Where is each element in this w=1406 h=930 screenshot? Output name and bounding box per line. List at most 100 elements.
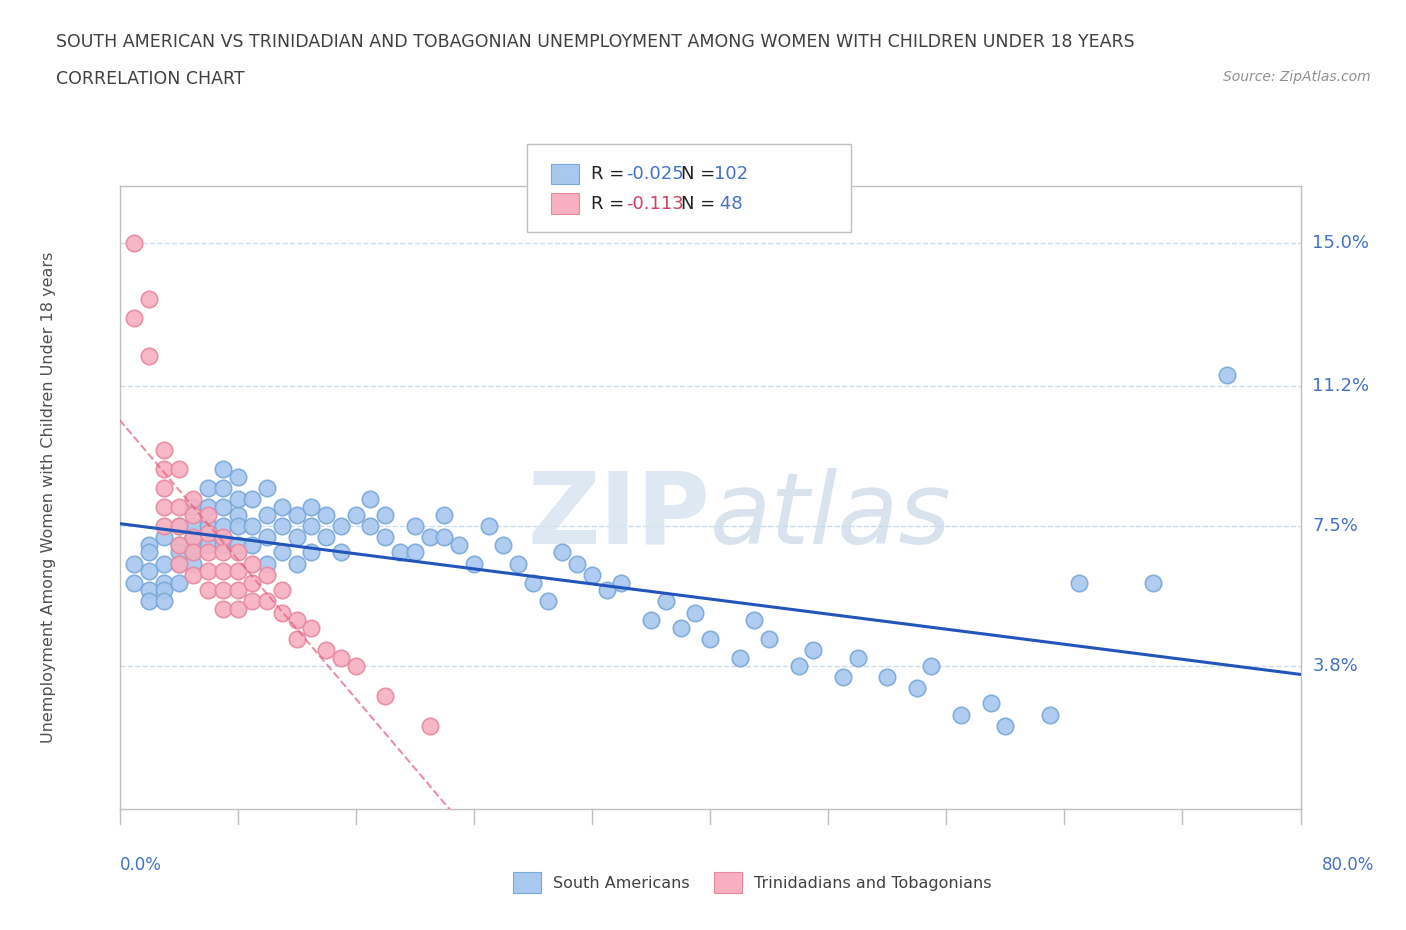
Point xyxy=(167,538,190,552)
Point xyxy=(596,582,619,597)
Point xyxy=(360,518,382,533)
Text: Unemployment Among Women with Children Under 18 years: Unemployment Among Women with Children U… xyxy=(41,252,56,743)
Point xyxy=(211,545,233,560)
Point xyxy=(183,556,205,571)
Point xyxy=(242,594,264,609)
Point xyxy=(256,594,278,609)
Point xyxy=(536,594,558,609)
Point xyxy=(270,499,294,514)
Point xyxy=(270,605,294,620)
Text: South Americans: South Americans xyxy=(553,876,689,891)
Point xyxy=(640,613,662,628)
Point xyxy=(226,602,249,617)
Point xyxy=(699,631,721,646)
Point xyxy=(256,507,278,522)
Point xyxy=(167,499,190,514)
Point xyxy=(138,349,160,364)
Point xyxy=(655,594,678,609)
Point xyxy=(669,620,692,635)
Point xyxy=(124,556,146,571)
Point xyxy=(138,564,160,578)
Point xyxy=(256,530,278,545)
Point xyxy=(285,631,308,646)
Point xyxy=(153,582,174,597)
Point xyxy=(197,499,219,514)
Point xyxy=(183,507,205,522)
Point xyxy=(728,651,751,666)
Point xyxy=(419,719,441,734)
Point xyxy=(419,530,441,545)
Point xyxy=(183,530,205,545)
Point xyxy=(285,507,308,522)
Point xyxy=(211,462,233,477)
Point xyxy=(183,530,205,545)
Point xyxy=(447,538,470,552)
Point xyxy=(138,292,160,307)
Text: Trinidadians and Tobagonians: Trinidadians and Tobagonians xyxy=(754,876,991,891)
Text: CORRELATION CHART: CORRELATION CHART xyxy=(56,70,245,87)
Point xyxy=(329,651,352,666)
Point xyxy=(256,481,278,496)
Point xyxy=(211,481,233,496)
Point xyxy=(492,538,515,552)
Point xyxy=(167,518,190,533)
Point xyxy=(242,575,264,590)
Point xyxy=(211,538,233,552)
Point xyxy=(211,564,233,578)
Point xyxy=(153,518,174,533)
Point xyxy=(226,582,249,597)
Text: ZIP: ZIP xyxy=(527,468,710,565)
Point xyxy=(226,507,249,522)
Text: Source: ZipAtlas.com: Source: ZipAtlas.com xyxy=(1223,70,1371,84)
Point xyxy=(183,545,205,560)
Point xyxy=(256,556,278,571)
Point xyxy=(565,556,589,571)
Point xyxy=(197,481,219,496)
Point xyxy=(374,530,396,545)
Point xyxy=(167,545,190,560)
Point xyxy=(374,688,396,703)
Point xyxy=(360,492,382,507)
Point xyxy=(315,507,337,522)
Point xyxy=(242,518,264,533)
Point xyxy=(329,545,352,560)
Text: 7.5%: 7.5% xyxy=(1312,517,1358,535)
Point xyxy=(153,443,174,458)
Point xyxy=(581,567,603,582)
Point xyxy=(301,545,323,560)
Text: 48: 48 xyxy=(714,194,742,213)
Point xyxy=(211,530,233,545)
Point xyxy=(949,707,972,722)
Point xyxy=(183,492,205,507)
Point xyxy=(211,582,233,597)
Point xyxy=(183,567,205,582)
Text: N =: N = xyxy=(681,194,714,213)
Point xyxy=(167,556,190,571)
Point xyxy=(270,582,294,597)
Point xyxy=(787,658,810,673)
Point xyxy=(1142,575,1164,590)
Text: 11.2%: 11.2% xyxy=(1312,378,1369,395)
Point xyxy=(153,530,174,545)
Text: 15.0%: 15.0% xyxy=(1312,233,1369,252)
Point xyxy=(167,462,190,477)
Point xyxy=(758,631,780,646)
Point xyxy=(124,235,146,250)
Point xyxy=(197,526,219,541)
Point xyxy=(183,499,205,514)
Point xyxy=(876,670,898,684)
Point xyxy=(197,538,219,552)
Text: R =: R = xyxy=(591,194,624,213)
Point xyxy=(1069,575,1091,590)
Point xyxy=(801,643,824,658)
Point xyxy=(242,556,264,571)
Point xyxy=(153,556,174,571)
Point xyxy=(138,538,160,552)
Point xyxy=(994,719,1017,734)
Point xyxy=(153,499,174,514)
Point xyxy=(610,575,633,590)
Point xyxy=(124,311,146,325)
Text: 102: 102 xyxy=(714,165,748,183)
Point xyxy=(285,613,308,628)
Point xyxy=(167,538,190,552)
